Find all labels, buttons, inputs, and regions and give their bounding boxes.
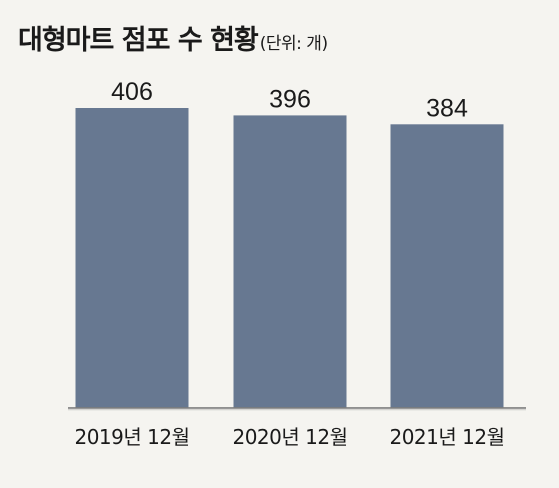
bar-1 [75,108,189,408]
x-tick-label-3: 2021년 12월 [389,425,504,449]
x-tick-label-1: 2019년 12월 [74,425,189,449]
chart-title: 대형마트 점포 수 현황 [18,25,259,56]
bar-2 [233,115,347,409]
chart-title-row: 대형마트 점포 수 현황 (단위: 개) [18,18,328,57]
bar-value-label-2: 396 [269,85,311,113]
baseline-shadow [68,407,526,411]
bar-value-label-3: 384 [426,94,468,122]
chart-unit-label: (단위: 개) [259,34,328,54]
x-tick-label-2: 2020년 12월 [232,425,347,449]
bar-3 [390,124,504,409]
bar-value-label-1: 406 [111,78,153,106]
